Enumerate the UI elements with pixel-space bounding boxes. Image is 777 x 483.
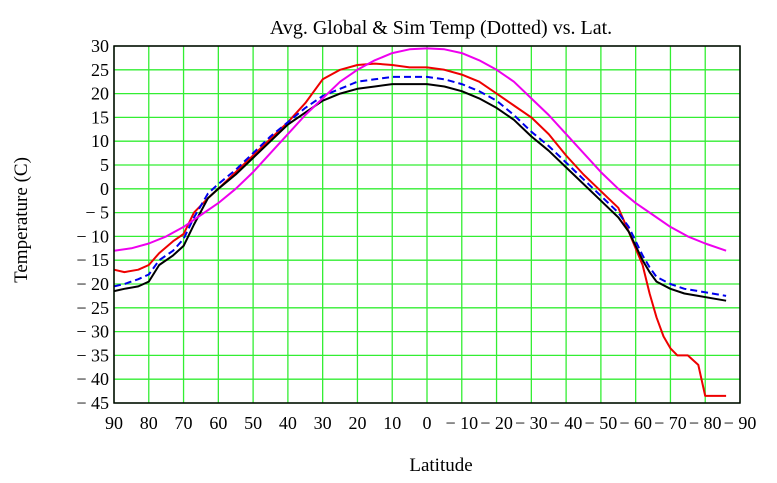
- y-tick-label: − 10: [76, 226, 109, 246]
- y-tick-labels: 30 25 20 15 10 5 0 − 5 − 10 − 15 − 20 − 25 − 30 − 35 −…: [76, 36, 109, 413]
- x-tick-label: − 80: [689, 413, 722, 433]
- x-tick-label: 70: [175, 413, 193, 433]
- x-tick-label: 30: [314, 413, 332, 433]
- x-tick-label: − 90: [724, 413, 757, 433]
- y-tick-label: 0: [100, 179, 109, 199]
- y-tick-label: − 15: [76, 250, 109, 270]
- y-tick-label: 5: [100, 155, 109, 175]
- x-tick-label: 50: [244, 413, 262, 433]
- plot-frame: [113, 45, 741, 404]
- y-tick-label: 20: [91, 84, 109, 104]
- y-tick-label: − 30: [76, 322, 109, 342]
- y-tick-label: 25: [91, 60, 109, 80]
- y-tick-label: 10: [91, 131, 109, 151]
- x-tick-label: − 40: [550, 413, 583, 433]
- x-tick-label: 20: [348, 413, 366, 433]
- series-line-3: [113, 47, 727, 252]
- x-tick-label: − 70: [654, 413, 687, 433]
- x-tick-label: 60: [209, 413, 227, 433]
- y-tick-label: − 35: [76, 345, 109, 365]
- x-tick-label: − 50: [585, 413, 618, 433]
- y-tick-label: − 45: [76, 393, 109, 413]
- y-tick-label: − 20: [76, 274, 109, 294]
- x-tick-label: − 30: [515, 413, 548, 433]
- x-tick-label: 0: [423, 413, 432, 433]
- y-axis-label: Temperature (C): [11, 157, 32, 283]
- series-line-2: [113, 75, 727, 297]
- x-tick-label: 80: [140, 413, 158, 433]
- series-line-1: [113, 83, 727, 302]
- y-tick-label: − 40: [76, 369, 109, 389]
- y-tick-label: − 25: [76, 298, 109, 318]
- x-tick-labels: 90 80 70 60 50 40 30 20 10 0− 10− 20− 30− 40− 50−…: [105, 413, 756, 433]
- series-line-0: [113, 62, 727, 397]
- x-tick-label: 90: [105, 413, 123, 433]
- x-tick-label: − 20: [480, 413, 513, 433]
- series-layer: [113, 47, 727, 397]
- x-tick-label: − 10: [445, 413, 478, 433]
- y-tick-label: − 5: [85, 203, 109, 223]
- x-tick-label: 10: [383, 413, 401, 433]
- chart-title: Avg. Global & Sim Temp (Dotted) vs. Lat.: [270, 17, 612, 39]
- x-axis-label: Latitude: [409, 455, 472, 476]
- y-tick-label: 30: [91, 36, 109, 56]
- x-tick-label: − 60: [619, 413, 652, 433]
- x-tick-label: 40: [279, 413, 297, 433]
- grid-lines: [113, 45, 741, 404]
- y-tick-label: 15: [91, 107, 109, 127]
